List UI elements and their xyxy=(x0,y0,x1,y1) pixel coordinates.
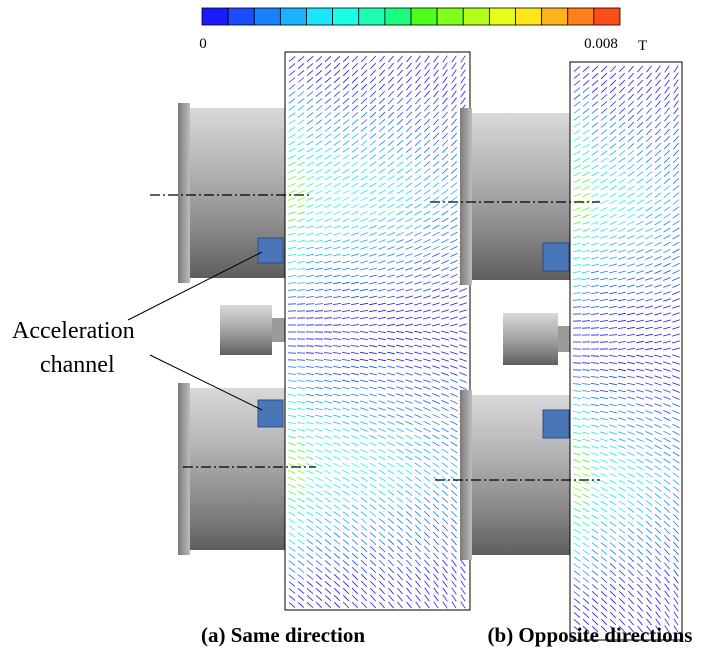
colorbar-swatch xyxy=(411,8,437,25)
caption: (b) Opposite directions xyxy=(488,623,693,647)
caption: (a) Same direction xyxy=(201,623,365,647)
cylinder xyxy=(558,326,570,352)
cylinder-rim xyxy=(460,390,472,560)
colorbar-max: 0.008 xyxy=(584,36,618,52)
cylinder-rim xyxy=(178,103,190,283)
cylinder-rim xyxy=(178,383,190,555)
cylinder xyxy=(503,313,558,365)
colorbar-swatch xyxy=(280,8,306,25)
channel-block xyxy=(258,238,283,263)
colorbar-swatch xyxy=(385,8,411,25)
cylinder xyxy=(220,305,272,355)
colorbar-swatch xyxy=(359,8,385,25)
colorbar-swatch xyxy=(542,8,568,25)
colorbar-swatch xyxy=(568,8,594,25)
colorbar-swatch xyxy=(333,8,359,25)
channel-block xyxy=(543,243,569,271)
colorbar xyxy=(202,8,620,25)
colorbar-swatch xyxy=(307,8,333,25)
cylinder xyxy=(272,318,285,342)
channel-block xyxy=(258,400,283,427)
colorbar-swatch xyxy=(489,8,515,25)
colorbar-swatch xyxy=(516,8,542,25)
annotation: channel xyxy=(40,352,115,378)
panel-a xyxy=(150,52,470,610)
colorbar-swatch xyxy=(228,8,254,25)
field-box xyxy=(570,62,682,640)
colorbar-swatch xyxy=(202,8,228,25)
colorbar-swatch xyxy=(463,8,489,25)
colorbar-swatch xyxy=(254,8,280,25)
channel-block xyxy=(543,410,569,438)
annotation: Acceleration xyxy=(12,318,135,344)
figure: 0 0.008 T Acceleration channel (a) Same … xyxy=(0,0,720,652)
colorbar-min: 0 xyxy=(199,36,207,52)
cylinder-rim xyxy=(460,108,472,285)
colorbar-unit: T xyxy=(638,38,647,54)
colorbar-swatch xyxy=(594,8,620,25)
colorbar-swatch xyxy=(437,8,463,25)
